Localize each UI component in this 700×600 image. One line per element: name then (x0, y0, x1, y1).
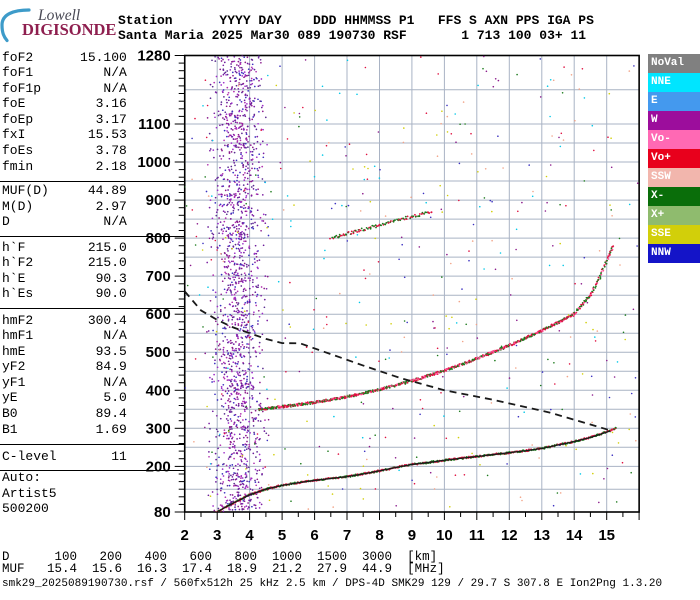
svg-text:200: 200 (146, 458, 171, 475)
svg-text:600: 600 (146, 306, 171, 323)
svg-text:6: 6 (310, 527, 318, 544)
svg-text:9: 9 (408, 527, 416, 544)
svg-text:5: 5 (278, 527, 286, 544)
svg-text:10: 10 (436, 527, 453, 544)
svg-text:3: 3 (213, 527, 221, 544)
svg-text:8: 8 (375, 527, 383, 544)
svg-text:500: 500 (146, 344, 171, 361)
svg-text:300: 300 (146, 420, 171, 437)
svg-text:1100: 1100 (138, 116, 171, 133)
svg-text:12: 12 (501, 527, 518, 544)
svg-text:700: 700 (146, 268, 171, 285)
svg-text:2: 2 (181, 527, 189, 544)
svg-text:11: 11 (469, 527, 485, 544)
svg-text:80: 80 (154, 504, 171, 521)
svg-text:7: 7 (343, 527, 351, 544)
svg-text:15: 15 (598, 527, 615, 544)
svg-text:1000: 1000 (137, 154, 170, 171)
svg-text:400: 400 (146, 382, 171, 399)
svg-text:14: 14 (566, 527, 583, 544)
svg-text:800: 800 (146, 230, 171, 247)
svg-text:1280: 1280 (137, 48, 170, 65)
svg-text:900: 900 (146, 192, 171, 209)
svg-text:13: 13 (533, 527, 550, 544)
svg-text:4: 4 (245, 527, 254, 544)
